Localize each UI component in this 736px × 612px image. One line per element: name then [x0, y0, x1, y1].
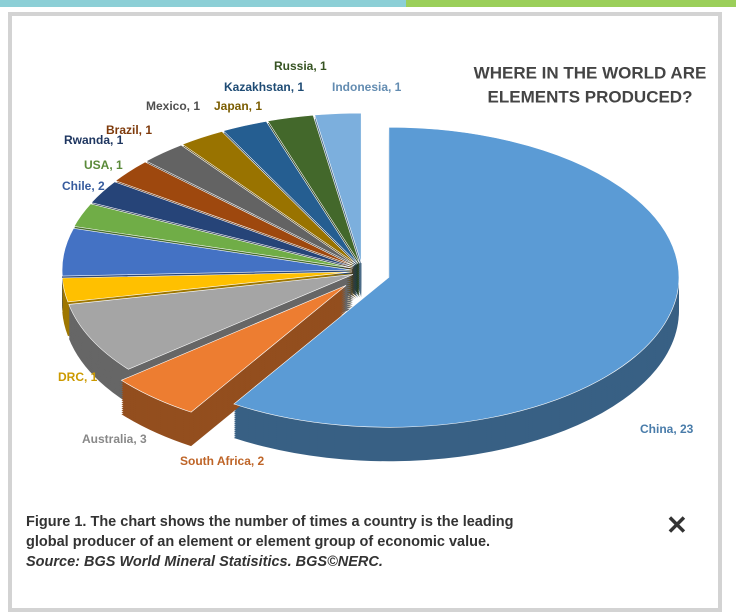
- chart-title: ELEMENTS PRODUCED?: [488, 87, 693, 106]
- chart-title: WHERE IN THE WORLD ARE: [474, 63, 707, 82]
- data-label: Russia, 1: [274, 59, 327, 73]
- data-label: China, 23: [640, 422, 694, 436]
- slice: [73, 203, 353, 269]
- slice: [267, 114, 360, 264]
- data-label: South Africa, 2: [180, 454, 265, 468]
- data-label: DRC, 1: [58, 370, 98, 384]
- slice: [120, 285, 347, 413]
- close-button[interactable]: ✕: [666, 510, 688, 540]
- caption-source: Source: BGS World Mineral Statisitics. B…: [26, 554, 383, 570]
- slice: [145, 144, 356, 266]
- top-bar: [0, 0, 406, 7]
- slice: [181, 131, 357, 265]
- slice: [314, 112, 362, 264]
- data-label: Japan, 1: [214, 99, 262, 113]
- data-label: Kazakhstan, 1: [224, 80, 304, 94]
- caption-text: Figure 1. The chart shows the number of …: [26, 514, 514, 550]
- slice: [61, 227, 353, 277]
- slice: [233, 126, 680, 428]
- chart: WHERE IN THE WORLD ARE ELEMENTS PRODUCED…: [58, 59, 707, 468]
- caption: Figure 1. The chart shows the number of …: [26, 512, 546, 572]
- data-label: USA, 1: [84, 158, 123, 172]
- data-label: Brazil, 1: [106, 123, 152, 137]
- data-label: Rwanda, 1: [64, 133, 124, 147]
- data-label: Indonesia, 1: [332, 80, 402, 94]
- slice: [114, 161, 355, 267]
- data-label: Australia, 3: [82, 432, 147, 446]
- top-bar: [406, 0, 736, 7]
- slice: [68, 274, 354, 370]
- slice: [222, 121, 359, 264]
- slice: [61, 271, 353, 303]
- slice: [90, 181, 354, 268]
- data-label: Chile, 2: [62, 179, 105, 193]
- data-label: Mexico, 1: [146, 99, 200, 113]
